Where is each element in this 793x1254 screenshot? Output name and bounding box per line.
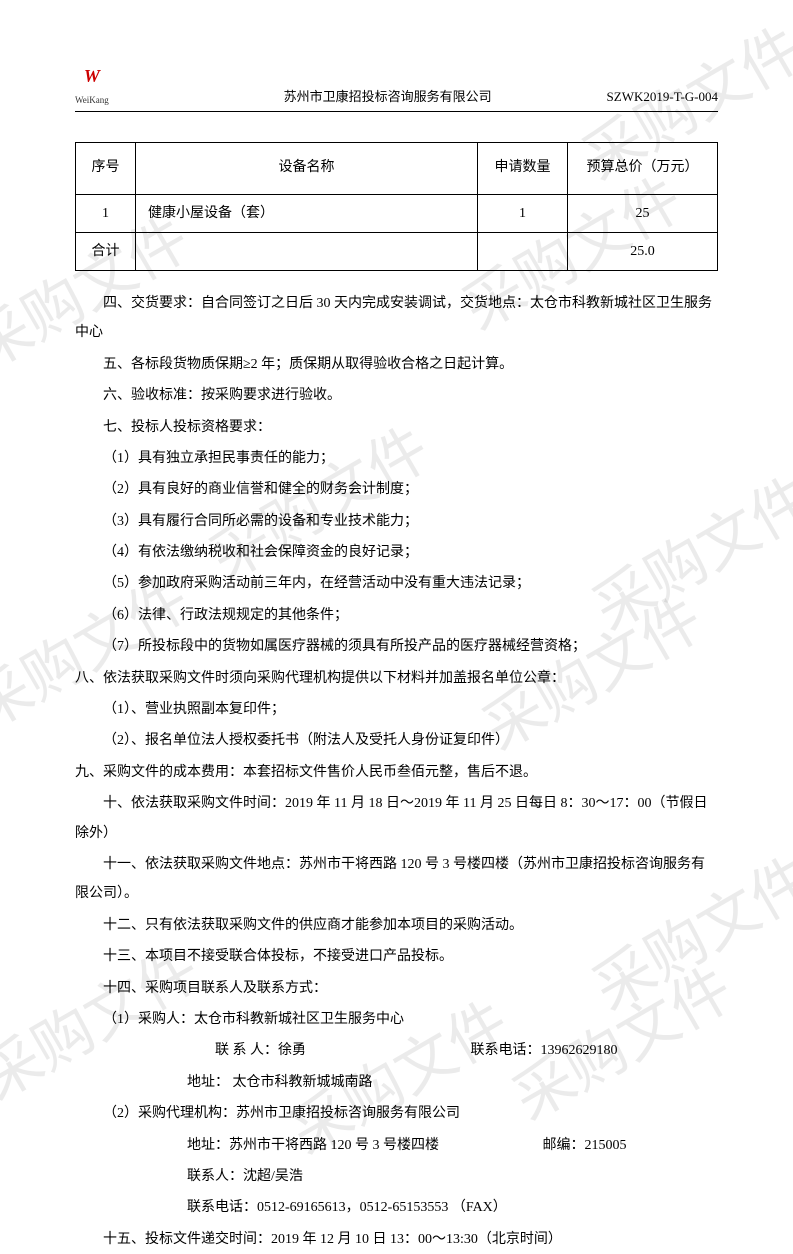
agent-zip: 邮编：215005 — [543, 1138, 627, 1153]
equipment-table: 序号 设备名称 申请数量 预算总价（万元） 1 健康小屋设备（套） 1 25 合… — [75, 142, 718, 271]
th-name: 设备名称 — [136, 142, 478, 194]
logo-text: WeiKang — [75, 92, 109, 108]
para-15: 十五、投标文件递交时间：2019 年 12 月 10 日 13：00～13:30… — [75, 1225, 718, 1254]
cell-price: 25 — [568, 194, 718, 232]
cell-qty: 1 — [478, 194, 568, 232]
cell-seq: 1 — [76, 194, 136, 232]
para-8: 八、依法获取采购文件时须向采购代理机构提供以下材料并加盖报名单位公章： — [75, 664, 718, 693]
agent-address: 地址：苏州市干将西路 120 号 3 号楼四楼 — [187, 1138, 439, 1153]
para-11: 十一、依法获取采购文件地点：苏州市干将西路 120 号 3 号楼四楼（苏州市卫康… — [75, 850, 718, 909]
para-7-4: （4）有依法缴纳税收和社会保障资金的良好记录； — [75, 538, 718, 567]
para-5: 五、各标段货物质保期≥2 年；质保期从取得验收合格之日起计算。 — [75, 350, 718, 379]
cell-total-label: 合计 — [76, 232, 136, 270]
th-price: 预算总价（万元） — [568, 142, 718, 194]
para-14-2-phone: 联系电话：0512-69165613，0512-65153553 （FAX） — [75, 1193, 718, 1222]
para-7-7: （7）所投标段中的货物如属医疗器械的须具有所投产品的医疗器械经营资格； — [75, 632, 718, 661]
logo: W WeiKang — [75, 60, 109, 109]
para-14-2-contact: 联系人：沈超/吴浩 — [75, 1162, 718, 1191]
para-10: 十、依法获取采购文件时间：2019 年 11 月 18 日～2019 年 11 … — [75, 789, 718, 848]
para-14-1-addr: 地址： 太仓市科教新城城南路 — [75, 1068, 718, 1097]
table-total-row: 合计 25.0 — [76, 232, 718, 270]
th-qty: 申请数量 — [478, 142, 568, 194]
para-9: 九、采购文件的成本费用：本套招标文件售价人民币叁佰元整，售后不退。 — [75, 758, 718, 787]
table-header-row: 序号 设备名称 申请数量 预算总价（万元） — [76, 142, 718, 194]
para-7-3: （3）具有履行合同所必需的设备和专业技术能力； — [75, 507, 718, 536]
para-7-2: （2）具有良好的商业信誉和健全的财务会计制度； — [75, 475, 718, 504]
para-8-2: （2）、报名单位法人授权委托书（附法人及受托人身份证复印件） — [75, 726, 718, 755]
para-14-2: （2）采购代理机构：苏州市卫康招投标咨询服务有限公司 — [75, 1099, 718, 1128]
page-header: W WeiKang 苏州市卫康招投标咨询服务有限公司 SZWK2019-T-G-… — [75, 60, 718, 112]
para-4: 四、交货要求：自合同签订之日后 30 天内完成安装调试，交货地点：太仓市科教新城… — [75, 289, 718, 348]
para-7: 七、投标人投标资格要求： — [75, 413, 718, 442]
para-14: 十四、采购项目联系人及联系方式： — [75, 974, 718, 1003]
para-14-1-contact: 联 系 人：徐勇 联系电话：13962629180 — [75, 1036, 718, 1065]
cell-empty — [136, 232, 478, 270]
contact-phone: 联系电话：13962629180 — [471, 1043, 618, 1058]
table-row: 1 健康小屋设备（套） 1 25 — [76, 194, 718, 232]
cell-total-value: 25.0 — [568, 232, 718, 270]
th-seq: 序号 — [76, 142, 136, 194]
contact-name: 联 系 人：徐勇 — [187, 1036, 387, 1065]
header-company: 苏州市卫康招投标咨询服务有限公司 — [109, 85, 607, 108]
logo-icon: W — [84, 60, 100, 92]
cell-empty — [478, 232, 568, 270]
para-6: 六、验收标准：按采购要求进行验收。 — [75, 381, 718, 410]
para-7-6: （6）法律、行政法规规定的其他条件； — [75, 601, 718, 630]
para-13: 十三、本项目不接受联合体投标，不接受进口产品投标。 — [75, 942, 718, 971]
para-14-1: （1）采购人：太仓市科教新城社区卫生服务中心 — [75, 1005, 718, 1034]
header-doc-number: SZWK2019-T-G-004 — [607, 85, 718, 108]
para-7-1: （1）具有独立承担民事责任的能力； — [75, 444, 718, 473]
para-12: 十二、只有依法获取采购文件的供应商才能参加本项目的采购活动。 — [75, 911, 718, 940]
para-8-1: （1）、营业执照副本复印件； — [75, 695, 718, 724]
document-body: 四、交货要求：自合同签订之日后 30 天内完成安装调试，交货地点：太仓市科教新城… — [75, 289, 718, 1254]
cell-name: 健康小屋设备（套） — [136, 194, 478, 232]
para-7-5: （5）参加政府采购活动前三年内，在经营活动中没有重大违法记录； — [75, 569, 718, 598]
para-14-2-addr: 地址：苏州市干将西路 120 号 3 号楼四楼 邮编：215005 — [75, 1131, 718, 1160]
